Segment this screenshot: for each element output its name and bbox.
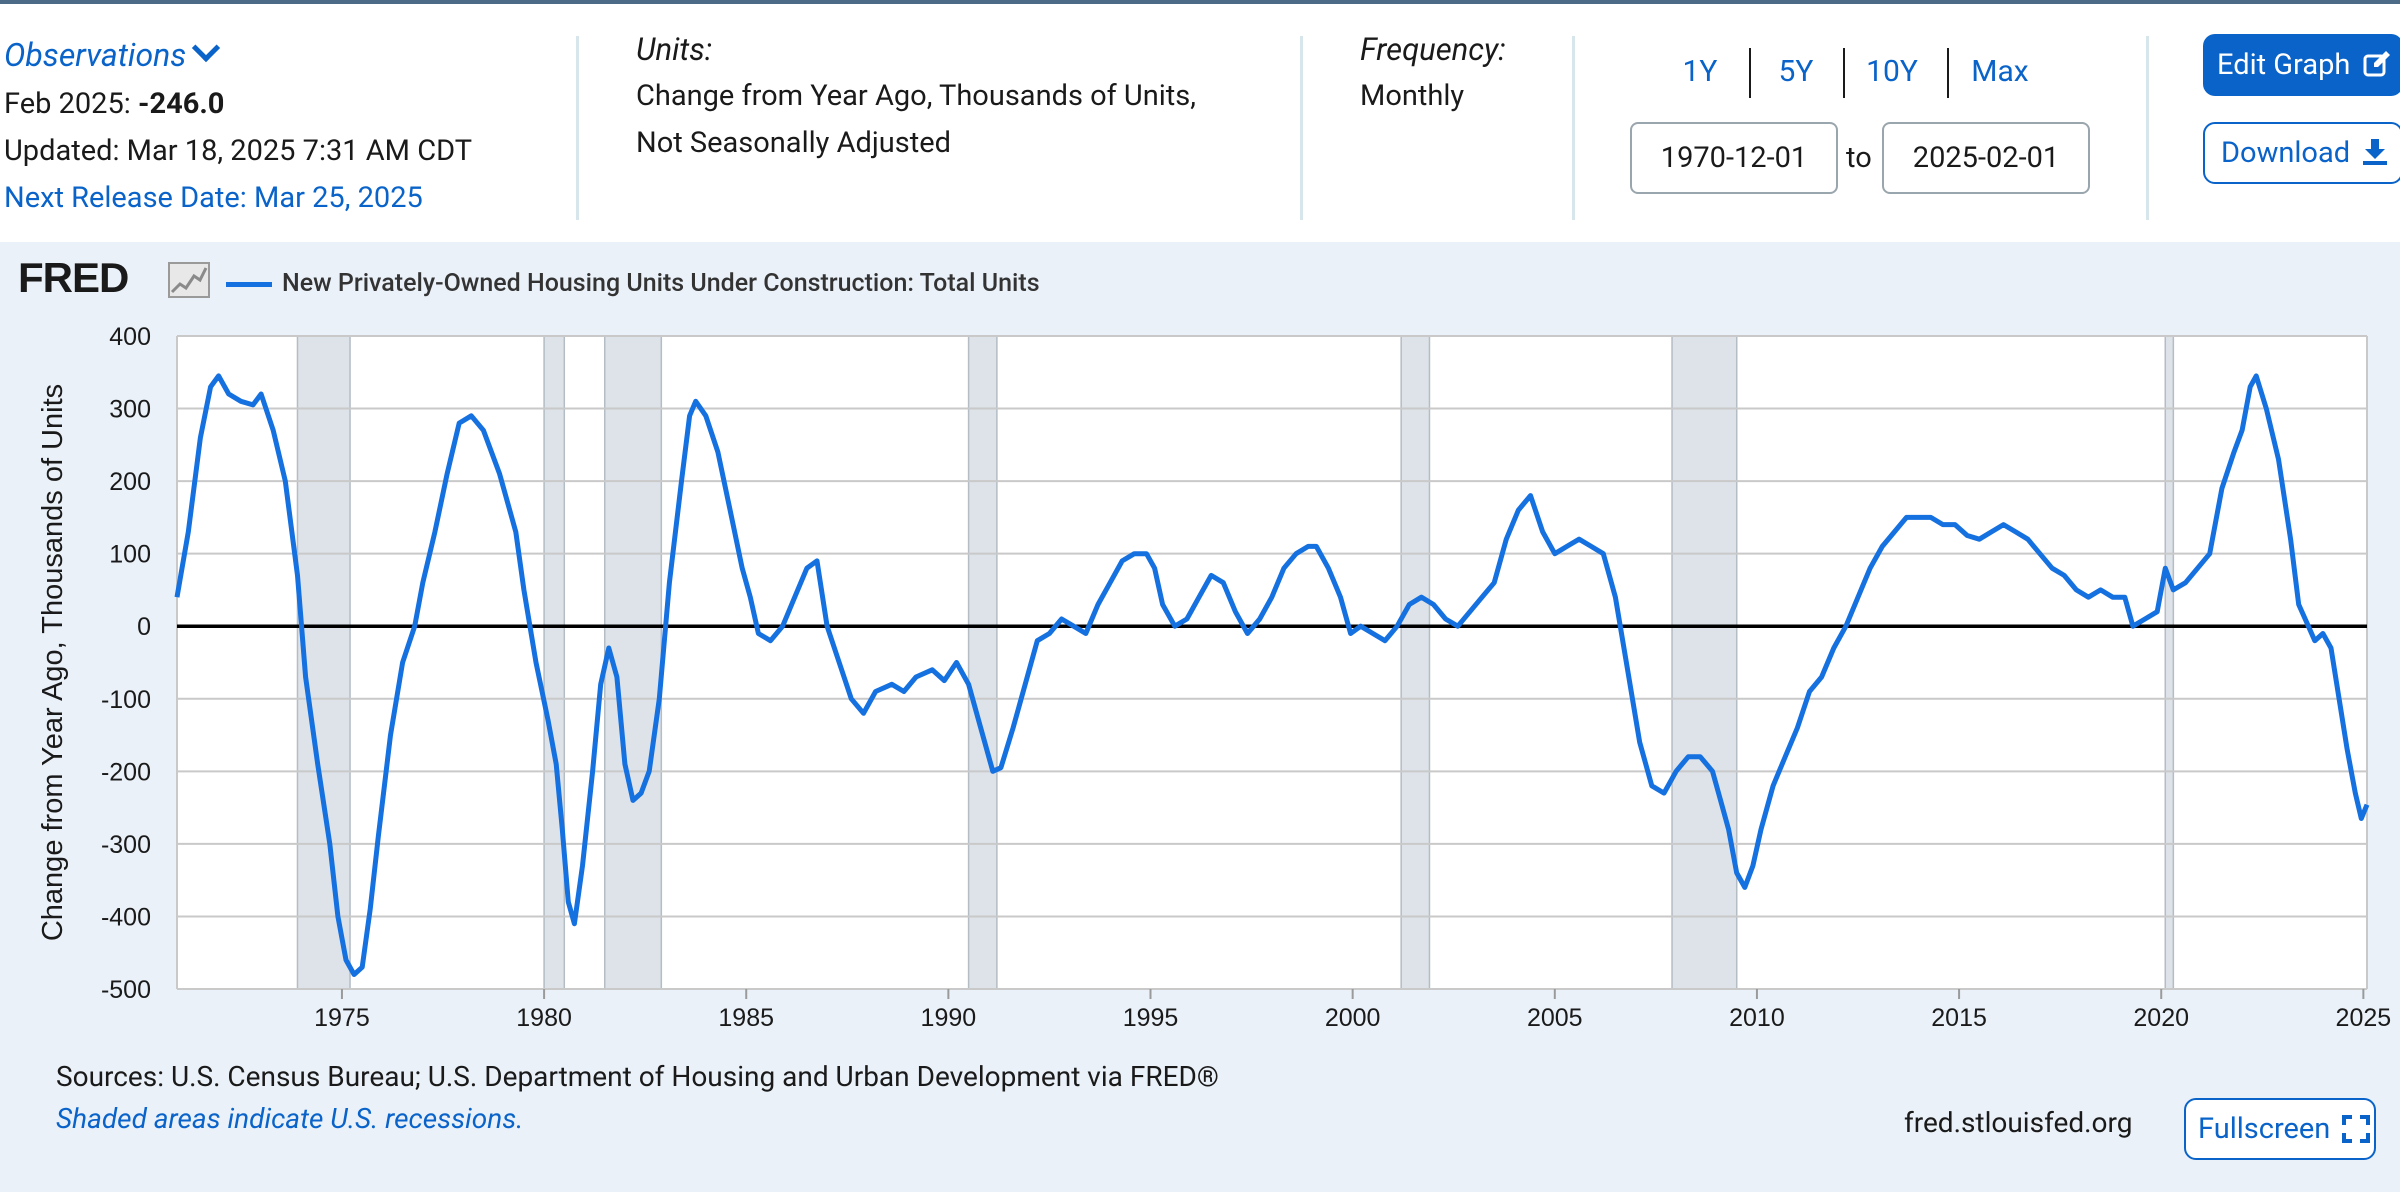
site-url: fred.stlouisfed.org (1904, 1106, 2133, 1139)
range-divider (1947, 48, 1949, 98)
x-tick-label: 1990 (921, 1004, 977, 1032)
fullscreen-icon (2341, 1115, 2370, 1143)
next-release-link[interactable]: Next Release Date: Mar 25, 2025 (4, 181, 423, 215)
y-tick-label: 0 (137, 613, 151, 641)
range-1y-link[interactable]: 1Y (1682, 54, 1718, 89)
separator (576, 36, 579, 220)
y-tick-label: -300 (101, 831, 151, 859)
range-10y-link[interactable]: 10Y (1866, 54, 1918, 89)
x-tick-label: 2000 (1325, 1004, 1381, 1032)
recession-band (2164, 335, 2175, 990)
y-tick-label: 100 (109, 541, 151, 569)
x-tick-label: 1985 (718, 1004, 774, 1032)
recession-band (1400, 335, 1431, 990)
edit-graph-label: Edit Graph (2217, 48, 2351, 82)
observations-label[interactable]: Observations (4, 36, 187, 74)
units-line-2: Not Seasonally Adjusted (636, 126, 951, 160)
y-tick-label: -100 (101, 686, 151, 714)
y-tick-label: -500 (101, 976, 151, 1004)
x-tick-label: 2025 (2336, 1004, 2392, 1032)
units-label: Units: (636, 31, 713, 68)
latest-observation: Feb 2025: -246.0 (4, 81, 472, 128)
recession-band (967, 335, 998, 990)
download-icon (2363, 139, 2388, 165)
plot-area (177, 336, 2367, 989)
download-button[interactable]: Download (2203, 122, 2400, 184)
fullscreen-button[interactable]: Fullscreen (2184, 1098, 2376, 1160)
fullscreen-label: Fullscreen (2198, 1112, 2331, 1146)
updated-timestamp: Updated: Mar 18, 2025 7:31 AM CDT (4, 134, 473, 168)
observations-panel: Observations Feb 2025: -246.0 Updated: M… (4, 32, 472, 222)
line-chart[interactable]: 400 300 200 100 0 -100 -200 -300 -400 -500 1975 198… (0, 242, 2400, 1052)
start-date-input[interactable]: 1970-12-01 (1630, 122, 1838, 194)
units-panel: Units: Change from Year Ago, Thousands o… (636, 26, 1196, 167)
fred-chart-icon (168, 262, 210, 298)
sources-text: Sources: U.S. Census Bureau; U.S. Depart… (56, 1060, 1219, 1093)
series-header: Observations Feb 2025: -246.0 Updated: M… (0, 4, 2400, 236)
y-axis-title: Change from Year Ago, Thousands of Units (37, 384, 69, 941)
observation-date: Feb 2025: (4, 87, 131, 121)
x-tick-label: 1980 (516, 1004, 572, 1032)
recession-note: Shaded areas indicate U.S. recessions. (56, 1102, 524, 1135)
separator (2146, 36, 2149, 220)
recession-band (543, 335, 566, 990)
frequency-panel: Frequency: Monthly (1360, 26, 1506, 120)
observation-value: -246.0 (138, 87, 225, 121)
y-tick-label: 300 (109, 396, 151, 424)
x-tick-label: 2020 (2133, 1004, 2189, 1032)
x-tick-label: 2015 (1931, 1004, 1987, 1032)
separator (1300, 36, 1303, 220)
chevron-down-icon[interactable] (192, 33, 221, 63)
x-tick-label: 1975 (314, 1004, 370, 1032)
x-tick-label: 1995 (1123, 1004, 1179, 1032)
y-tick-label: 400 (109, 323, 151, 351)
download-label: Download (2221, 136, 2351, 170)
series-line[interactable] (174, 373, 2370, 977)
x-tick-label: 2005 (1527, 1004, 1583, 1032)
x-tick-label: 2010 (1729, 1004, 1785, 1032)
recession-band (1671, 335, 1738, 990)
units-line-1: Change from Year Ago, Thousands of Units… (636, 79, 1196, 113)
range-divider (1749, 48, 1751, 98)
y-tick-label: 200 (109, 468, 151, 496)
y-tick-label: -400 (101, 903, 151, 931)
range-divider (1843, 48, 1845, 98)
separator (1572, 36, 1575, 220)
fred-logo[interactable]: FRED (18, 254, 129, 301)
range-max-link[interactable]: Max (1971, 54, 2029, 89)
legend-series-name: New Privately-Owned Housing Units Under … (282, 269, 1040, 298)
observations-toggle[interactable]: Observations (4, 32, 472, 81)
date-to-label: to (1846, 141, 1872, 175)
edit-icon (2363, 51, 2390, 77)
graph-panel: FRED New Privately-Owned Housing Units U… (0, 242, 2400, 1192)
legend-swatch (226, 282, 272, 287)
top-border (0, 0, 2400, 4)
end-date-input[interactable]: 2025-02-01 (1882, 122, 2090, 194)
frequency-label: Frequency: (1360, 31, 1506, 68)
y-tick-label: -200 (101, 758, 151, 786)
range-5y-link[interactable]: 5Y (1778, 54, 1814, 89)
frequency-value: Monthly (1360, 79, 1465, 113)
range-selector: 1Y 5Y 10Y Max (1655, 44, 2055, 100)
edit-graph-button[interactable]: Edit Graph (2203, 34, 2400, 96)
